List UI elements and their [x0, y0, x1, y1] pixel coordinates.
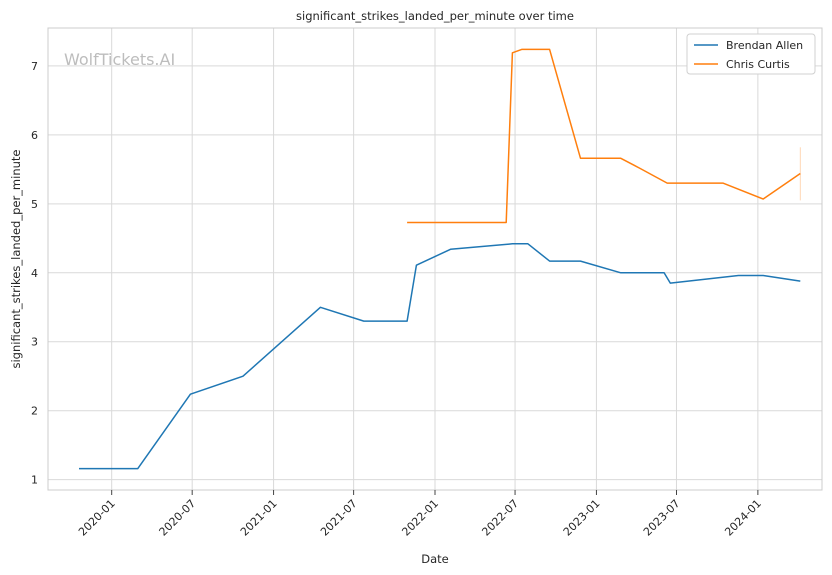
- x-axis: 2020-01 2020-07 2021-01 2021-07 2022-01 2022-…: [76, 490, 764, 539]
- data-point-chris-curtis: [762, 198, 764, 200]
- data-point-brendan-allen: [669, 282, 671, 284]
- data-point-brendan-allen: [137, 467, 139, 469]
- data-point-chris-curtis: [638, 167, 640, 169]
- y-tick-label: 3: [31, 336, 38, 349]
- x-tick-label: 2024-01: [722, 497, 764, 539]
- data-point-brendan-allen: [449, 248, 451, 250]
- data-point-brendan-allen: [548, 260, 550, 262]
- data-point-brendan-allen: [78, 467, 80, 469]
- data-point-chris-curtis: [505, 221, 507, 223]
- data-point-chris-curtis: [548, 48, 550, 50]
- data-point-chris-curtis: [406, 221, 408, 223]
- y-tick-label: 7: [31, 60, 38, 73]
- series-line-brendan-allen: [79, 243, 801, 470]
- data-point-brendan-allen: [762, 274, 764, 276]
- data-point-brendan-allen: [242, 375, 244, 377]
- data-point-brendan-allen: [527, 243, 529, 245]
- x-tick-label: 2021-01: [238, 497, 280, 539]
- data-point-brendan-allen: [511, 243, 513, 245]
- gridlines: [48, 28, 822, 490]
- y-axis-label: significant_strikes_landed_per_minute: [9, 150, 23, 369]
- x-tick-label: 2020-07: [157, 497, 199, 539]
- x-tick-label: 2022-07: [479, 497, 521, 539]
- x-tick-label: 2023-07: [641, 497, 683, 539]
- data-point-brendan-allen: [799, 280, 801, 282]
- x-tick-label: 2021-07: [318, 497, 360, 539]
- x-axis-label: Date: [421, 552, 449, 566]
- legend-frame: [686, 33, 816, 75]
- data-point-brendan-allen: [620, 272, 622, 274]
- y-tick-label: 6: [31, 129, 38, 142]
- data-point-chris-curtis: [666, 182, 668, 184]
- y-tick-label: 1: [31, 474, 38, 487]
- x-tick-label: 2023-01: [561, 497, 603, 539]
- data-point-chris-curtis: [579, 157, 581, 159]
- y-axis: 1 2 3 4 5 6 7: [31, 60, 38, 487]
- series-line-chris-curtis: [407, 48, 801, 224]
- data-point-brendan-allen: [737, 274, 739, 276]
- data-point-brendan-allen: [189, 393, 191, 395]
- y-tick-label: 2: [31, 405, 38, 418]
- series-lines: [78, 48, 801, 470]
- chart-title: significant_strikes_landed_per_minute ov…: [296, 9, 574, 23]
- data-point-brendan-allen: [415, 264, 417, 266]
- watermark: WolfTickets.AI: [64, 50, 175, 69]
- data-point-chris-curtis: [799, 172, 801, 174]
- data-point-chris-curtis: [521, 48, 523, 50]
- data-point-brendan-allen: [579, 260, 581, 262]
- legend: Brendan Allen Chris Curtis: [686, 33, 816, 75]
- data-point-chris-curtis: [722, 182, 724, 184]
- x-tick-label: 2022-01: [399, 497, 441, 539]
- data-point-chris-curtis: [620, 157, 622, 159]
- y-tick-label: 5: [31, 198, 38, 211]
- data-point-brendan-allen: [406, 320, 408, 322]
- data-point-brendan-allen: [663, 272, 665, 274]
- data-point-brendan-allen: [363, 320, 365, 322]
- legend-label-brendan-allen: Brendan Allen: [726, 39, 803, 52]
- x-tick-label: 2020-01: [76, 497, 118, 539]
- y-tick-label: 4: [31, 267, 38, 280]
- data-point-brendan-allen: [319, 306, 321, 308]
- legend-label-chris-curtis: Chris Curtis: [726, 58, 790, 71]
- data-point-chris-curtis: [511, 52, 513, 54]
